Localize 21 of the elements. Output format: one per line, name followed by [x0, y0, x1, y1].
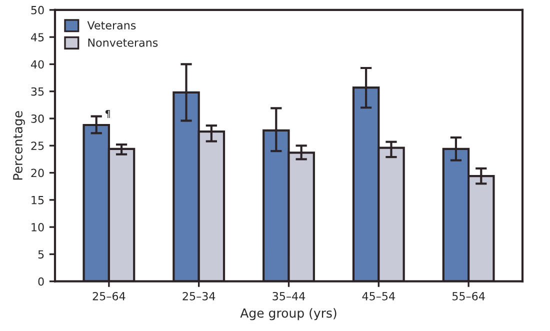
y-axis-title: Percentage	[13, 111, 25, 180]
x-tick-label: 25–34	[182, 292, 216, 300]
x-tick-label: 35–44	[272, 292, 306, 300]
y-tick-label: 30	[31, 114, 44, 123]
y-tick-label: 40	[30, 60, 44, 69]
annotation: ¶	[105, 110, 110, 118]
legend-label: Veterans	[87, 21, 136, 30]
y-tick-label: 20	[31, 168, 44, 178]
y-tick-label: 25	[31, 142, 44, 150]
x-axis-title: Age group (yrs)	[240, 308, 336, 320]
y-tick-label: 5	[38, 250, 44, 259]
y-tick-label: 15	[32, 196, 44, 204]
y-tick-label: 45	[30, 33, 44, 42]
y-tick-label: 35	[31, 87, 44, 96]
y-tick-label: 0	[38, 277, 44, 286]
x-tick-label: 55–64	[452, 292, 485, 300]
y-tick-label: 50	[31, 6, 44, 14]
x-tick-label: 45–54	[362, 292, 395, 300]
y-tick-label: 10	[32, 223, 44, 232]
x-tick-label: 25–64	[92, 292, 126, 300]
legend-label: Nonveterans	[88, 38, 158, 47]
